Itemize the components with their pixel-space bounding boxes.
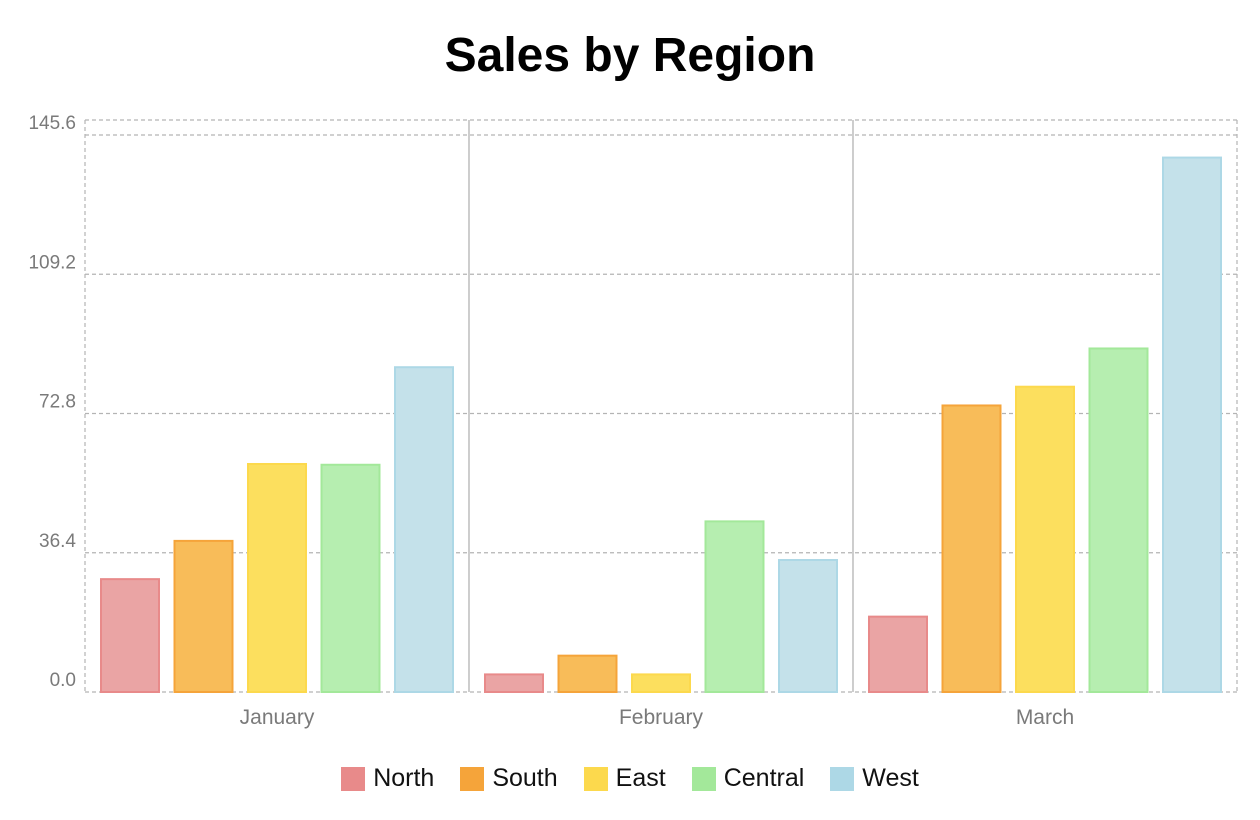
bar-east-march <box>1015 385 1075 693</box>
bar-north-january <box>100 578 160 694</box>
bar-south-march <box>941 404 1002 693</box>
bar-south-january <box>173 539 234 694</box>
legend-label: Central <box>723 764 805 792</box>
bar-central-february <box>704 520 765 693</box>
legend-swatch <box>691 766 716 791</box>
y-tick-label: 36.4 <box>39 531 76 552</box>
y-tick-label: 0.0 <box>50 670 76 691</box>
legend-item-south[interactable]: South <box>460 764 558 793</box>
chart-title: Sales by Region <box>444 29 816 82</box>
bar-south-february <box>557 654 618 694</box>
bar-central-january <box>320 463 381 693</box>
y-tick-label: 109.2 <box>28 252 76 273</box>
legend-label: North <box>373 764 435 792</box>
legend-item-central[interactable]: Central <box>691 764 805 793</box>
x-category-label: March <box>1016 706 1074 729</box>
y-tick-label: 145.6 <box>28 113 76 134</box>
bar-central-march <box>1088 347 1149 693</box>
bar-east-february <box>631 673 691 693</box>
legend-item-west[interactable]: West <box>830 764 919 793</box>
legend-label: East <box>615 764 666 792</box>
x-category-label: January <box>240 706 315 729</box>
legend-swatch <box>583 766 608 791</box>
bar-north-march <box>868 615 928 693</box>
bar-west-january <box>394 366 454 693</box>
bar-north-february <box>484 673 544 693</box>
legend-swatch <box>830 766 855 791</box>
y-tick-label: 72.8 <box>39 392 76 413</box>
legend-item-north[interactable]: North <box>341 764 434 793</box>
legend-item-east[interactable]: East <box>583 764 666 793</box>
legend-label: West <box>862 764 919 792</box>
chart-legend: North South East Central West <box>0 764 1260 793</box>
bar-west-march <box>1162 156 1222 693</box>
legend-swatch <box>341 766 366 791</box>
bar-east-january <box>247 462 307 693</box>
legend-swatch <box>460 766 485 791</box>
bar-west-february <box>778 559 838 694</box>
x-category-label: February <box>619 706 704 729</box>
legend-label: South <box>492 764 558 792</box>
